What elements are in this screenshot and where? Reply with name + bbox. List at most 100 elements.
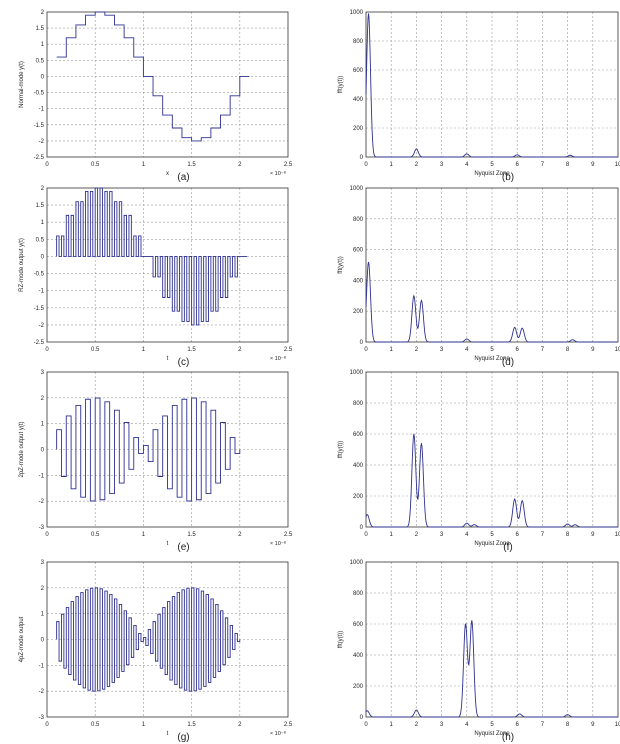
y-tick-label: 0 <box>41 448 45 454</box>
x-tick-label: 0.5 <box>91 347 100 353</box>
series-line <box>365 261 618 343</box>
x-tick-label: 9 <box>591 532 595 538</box>
x-axis-label: t <box>167 541 169 547</box>
axes-frame <box>46 561 289 718</box>
x-tick-label: 7 <box>541 532 545 538</box>
y-tick-label: 1000 <box>350 560 364 566</box>
x-tick-label: 1.5 <box>187 722 196 728</box>
y-tick-label: 2 <box>41 396 45 402</box>
y-tick-label: 600 <box>353 432 364 438</box>
x-tick-label: 8 <box>566 532 570 538</box>
x-tick-label: 2 <box>415 532 419 538</box>
x-tick-label: 0 <box>45 722 49 728</box>
x-axis-label: x <box>166 171 169 177</box>
x-axis-label: Nyquist Zone <box>474 731 510 737</box>
x-tick-label: 1 <box>390 347 394 353</box>
panel-h: 0 1 2 3 4 5 6 7 8 9 10 0 200 400 600 800 1000 fft(y(t)) Ny… <box>338 560 620 743</box>
x-tick-label: 1.5 <box>187 162 196 168</box>
y-axis-label: Normal-mode y(t) <box>19 61 25 108</box>
x-tick-label: 2 <box>238 532 242 538</box>
x-tick-label: 2.5 <box>284 162 293 168</box>
y-tick-label: -2.5 <box>34 340 45 346</box>
y-tick-label: 800 <box>353 39 364 45</box>
x-tick-label: 5 <box>490 347 494 353</box>
x-tick-label: 3 <box>440 347 444 353</box>
x-tick-label: 9 <box>591 722 595 728</box>
y-tick-label: 1 <box>41 422 45 428</box>
y-tick-label: 0.5 <box>36 58 45 64</box>
y-tick-label: -1 <box>39 663 45 669</box>
x-tick-label: 2 <box>238 722 242 728</box>
y-tick-label: -2 <box>39 499 45 505</box>
panel-a: 0 0.5 1 1.5 2 2.5 -2.5 -2 -1.5 -1 -0.5 0 0.5 1 1.5 2 Nor… <box>19 10 293 183</box>
y-axis-label: fft(y(t)) <box>338 441 344 459</box>
x-tick-label: 2 <box>415 722 419 728</box>
x-tick-label: 9 <box>591 347 595 353</box>
x-tick-label: 2.5 <box>284 532 293 538</box>
y-axis-label: fft(y(t)) <box>338 631 344 649</box>
x-axis-label: t <box>167 731 169 737</box>
x-tick-label: 4 <box>465 722 469 728</box>
panel-label: (f) <box>503 542 512 553</box>
y-tick-label: 600 <box>353 68 364 74</box>
x-axis-multiplier: × 10⁻⁸ <box>270 730 286 737</box>
x-tick-label: 0 <box>364 347 368 353</box>
x-tick-label: 0 <box>364 162 368 168</box>
x-tick-label: 3 <box>440 532 444 538</box>
y-tick-label: 1 <box>41 612 45 618</box>
panel-label: (b) <box>502 172 514 183</box>
y-tick-label: -1 <box>39 289 45 295</box>
y-tick-label: 800 <box>353 217 364 223</box>
x-tick-label: 2 <box>415 347 419 353</box>
panel-label: (d) <box>502 357 514 368</box>
x-tick-label: 9 <box>591 162 595 168</box>
y-tick-label: 2 <box>41 10 45 16</box>
series-line <box>365 433 618 528</box>
y-tick-label: 3 <box>41 560 45 566</box>
y-tick-label: 0 <box>360 715 364 721</box>
y-axis-label: fft(y(t)) <box>338 76 344 94</box>
x-axis-multiplier: × 10⁻⁸ <box>270 540 286 547</box>
y-tick-label: -2 <box>39 139 45 145</box>
x-tick-label: 0.5 <box>91 162 100 168</box>
y-tick-label: 0 <box>41 254 45 260</box>
x-tick-label: 0 <box>364 532 368 538</box>
panel-b: 0 1 2 3 4 5 6 7 8 9 10 0 200 400 600 800 1000 fft(y(t)) Ny… <box>338 10 620 183</box>
y-tick-label: 400 <box>353 653 364 659</box>
x-tick-label: 4 <box>465 162 469 168</box>
y-tick-label: 200 <box>353 309 364 315</box>
y-tick-label: 0 <box>41 638 45 644</box>
x-tick-label: 10 <box>615 722 620 728</box>
x-axis-label: Nyquist Zone <box>474 541 510 547</box>
y-tick-label: 0 <box>360 340 364 346</box>
x-tick-label: 1 <box>142 162 146 168</box>
y-tick-label: -0.5 <box>34 272 45 278</box>
y-tick-label: 800 <box>353 401 364 407</box>
x-tick-label: 1 <box>142 722 146 728</box>
y-tick-label: -1 <box>39 473 45 479</box>
y-tick-label: 400 <box>353 463 364 469</box>
y-tick-label: -1.5 <box>34 123 45 129</box>
y-tick-label: -1.5 <box>34 306 45 312</box>
x-tick-label: 1 <box>390 532 394 538</box>
x-tick-label: 0.5 <box>91 532 100 538</box>
y-tick-label: -2 <box>39 689 45 695</box>
x-tick-label: 5 <box>490 532 494 538</box>
x-tick-label: 6 <box>516 722 520 728</box>
x-tick-label: 2.5 <box>284 722 293 728</box>
y-tick-label: -2 <box>39 323 45 329</box>
x-tick-label: 6 <box>516 347 520 353</box>
x-tick-label: 8 <box>566 347 570 353</box>
y-tick-label: -2.5 <box>34 155 45 161</box>
panel-c: 0 0.5 1 1.5 2 2.5 -2.5 -2 -1.5 -1 -0.5 0 0.5 1 1.5 2 RZ-… <box>19 186 293 368</box>
x-tick-label: 5 <box>490 722 494 728</box>
x-tick-label: 7 <box>541 347 545 353</box>
y-tick-label: 200 <box>353 684 364 690</box>
series-line <box>365 13 618 158</box>
y-tick-label: 400 <box>353 97 364 103</box>
axes-frame <box>46 187 289 343</box>
x-tick-label: 4 <box>465 532 469 538</box>
y-tick-label: -3 <box>39 715 45 721</box>
y-tick-label: -3 <box>39 525 45 531</box>
x-tick-label: 0.5 <box>91 722 100 728</box>
